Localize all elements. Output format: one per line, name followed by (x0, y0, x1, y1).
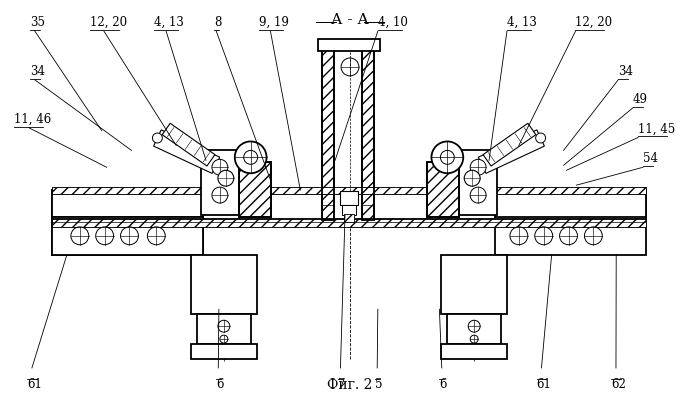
Bar (322, 46, 334, 220)
Bar (239, 162, 270, 217)
Text: 34: 34 (618, 65, 634, 78)
Circle shape (510, 227, 528, 245)
Text: 62: 62 (611, 378, 626, 391)
Circle shape (218, 320, 230, 332)
Bar (428, 162, 459, 217)
Bar (52, 187, 646, 194)
Bar (52, 190, 646, 220)
Bar (52, 190, 203, 220)
Circle shape (468, 320, 480, 332)
Circle shape (212, 159, 228, 175)
Bar (447, 314, 501, 344)
Bar (344, 214, 354, 222)
Bar (197, 314, 251, 344)
Circle shape (120, 227, 139, 245)
Text: 61: 61 (27, 378, 42, 391)
Circle shape (71, 227, 89, 245)
Bar (239, 162, 270, 217)
Text: Фиг. 2: Фиг. 2 (328, 378, 372, 392)
Polygon shape (483, 123, 536, 166)
Bar (495, 190, 646, 220)
Bar (52, 218, 646, 222)
Circle shape (440, 150, 454, 164)
Circle shape (234, 142, 267, 173)
Circle shape (535, 227, 552, 245)
Circle shape (470, 335, 478, 343)
Bar (52, 218, 646, 222)
Text: 49: 49 (633, 93, 648, 106)
Text: 4, 13: 4, 13 (507, 16, 537, 29)
Text: 6: 6 (440, 378, 447, 391)
Text: 11, 45: 11, 45 (638, 122, 675, 135)
Circle shape (220, 335, 228, 343)
Circle shape (212, 187, 228, 203)
Bar (442, 344, 507, 359)
Bar (201, 150, 239, 215)
Circle shape (96, 227, 113, 245)
Bar (52, 187, 646, 194)
Circle shape (244, 150, 258, 164)
Bar (362, 46, 374, 220)
Bar (459, 150, 497, 215)
Bar (334, 46, 362, 220)
Bar (52, 219, 646, 227)
Polygon shape (478, 130, 545, 173)
Text: 61: 61 (537, 378, 552, 391)
Text: 12, 20: 12, 20 (575, 16, 612, 29)
Bar (495, 217, 646, 255)
Bar (52, 219, 646, 227)
Circle shape (431, 142, 463, 173)
Circle shape (218, 170, 234, 186)
Circle shape (153, 133, 162, 143)
Text: А - А: А - А (331, 13, 369, 27)
Bar (362, 46, 374, 220)
Circle shape (341, 58, 359, 76)
Text: 11, 46: 11, 46 (14, 112, 52, 126)
Text: 4, 10: 4, 10 (378, 16, 407, 29)
Bar (191, 344, 257, 359)
Bar (52, 217, 203, 255)
Circle shape (536, 133, 545, 143)
Circle shape (470, 187, 486, 203)
Circle shape (584, 227, 602, 245)
Bar (442, 255, 507, 314)
Text: 9, 19: 9, 19 (258, 16, 288, 29)
Circle shape (148, 227, 165, 245)
Bar (428, 162, 459, 217)
Bar (340, 191, 358, 205)
Circle shape (559, 227, 578, 245)
Bar (342, 205, 356, 215)
Text: 34: 34 (30, 65, 46, 78)
Text: 12, 20: 12, 20 (90, 16, 127, 29)
Bar (191, 255, 257, 314)
Text: 4, 13: 4, 13 (154, 16, 184, 29)
Text: 5: 5 (374, 378, 382, 391)
Bar (322, 46, 334, 220)
Polygon shape (153, 130, 220, 173)
Text: 35: 35 (30, 16, 46, 29)
Polygon shape (162, 123, 215, 166)
Circle shape (470, 159, 486, 175)
Bar (52, 217, 203, 255)
Text: 7: 7 (338, 378, 346, 391)
Text: 54: 54 (643, 152, 658, 165)
Text: 6: 6 (216, 378, 223, 391)
Bar (318, 39, 380, 51)
Text: 8: 8 (214, 16, 221, 29)
Circle shape (464, 170, 480, 186)
